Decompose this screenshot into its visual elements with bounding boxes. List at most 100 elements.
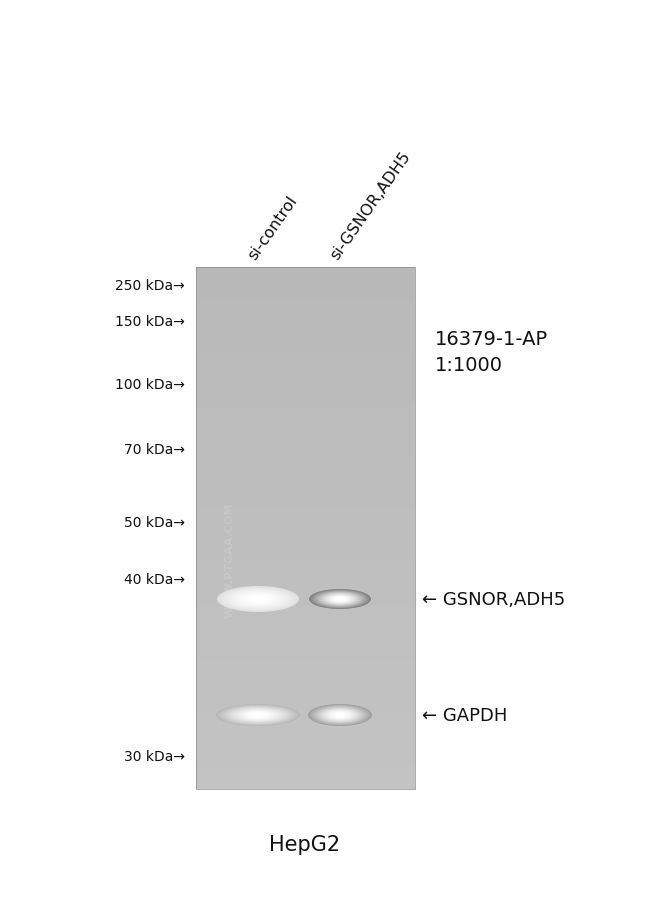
Ellipse shape [308,704,372,726]
Bar [196,776,415,783]
Bar [196,294,415,300]
Bar [196,632,415,640]
Ellipse shape [327,710,353,720]
Ellipse shape [313,591,367,608]
Bar [196,320,415,327]
Bar [196,365,415,373]
Ellipse shape [244,711,272,719]
Bar [196,646,415,653]
Text: 250 kDa→: 250 kDa→ [115,279,185,292]
Bar [196,743,415,750]
Bar [196,613,415,621]
Bar [196,666,415,672]
Ellipse shape [239,710,277,721]
Ellipse shape [334,597,346,602]
Bar [196,437,415,444]
Bar [196,783,415,789]
Text: 70 kDa→: 70 kDa→ [124,443,185,456]
Bar [196,529,415,536]
Ellipse shape [225,706,291,724]
Bar [196,691,415,698]
Bar [196,717,415,724]
Bar [196,587,415,594]
Ellipse shape [246,595,269,603]
Text: 40 kDa→: 40 kDa→ [124,573,185,586]
Bar [196,405,415,411]
Ellipse shape [313,705,368,725]
Bar [196,411,415,419]
Ellipse shape [334,713,346,718]
Bar [196,372,415,379]
Bar [196,456,415,464]
Ellipse shape [318,707,362,723]
Ellipse shape [237,709,279,721]
Ellipse shape [319,593,361,606]
Ellipse shape [323,594,357,605]
Bar [196,502,415,510]
Bar [196,359,415,366]
Text: ← GAPDH: ← GAPDH [422,706,507,724]
Ellipse shape [233,592,283,607]
Bar [196,561,415,568]
Bar [196,391,415,399]
Bar [196,424,415,431]
Ellipse shape [330,595,350,603]
Bar [196,724,415,731]
Ellipse shape [239,593,277,606]
Ellipse shape [223,588,293,611]
Ellipse shape [317,707,363,723]
Bar [196,574,415,581]
Ellipse shape [229,707,287,723]
Bar [196,581,415,587]
Text: 100 kDa→: 100 kDa→ [115,378,185,391]
Bar [196,757,415,764]
Ellipse shape [223,706,293,724]
Bar [196,313,415,320]
Bar [196,274,415,281]
Bar [196,535,415,542]
Bar [196,658,415,666]
Bar [196,483,415,490]
Bar [196,476,415,483]
Bar [196,763,415,770]
Ellipse shape [325,710,355,721]
Ellipse shape [219,705,296,725]
Bar [196,268,415,789]
Ellipse shape [242,711,274,720]
Ellipse shape [309,704,370,726]
Ellipse shape [221,587,295,612]
Ellipse shape [315,591,366,608]
Bar [196,444,415,451]
Bar [196,509,415,516]
Ellipse shape [321,708,359,722]
Ellipse shape [317,592,362,607]
Bar [196,307,415,314]
Bar [196,281,415,288]
Ellipse shape [326,594,354,604]
Ellipse shape [218,704,298,726]
Ellipse shape [235,592,281,607]
Bar [196,418,415,425]
Ellipse shape [324,709,356,721]
Bar [196,548,415,555]
Bar [196,515,415,522]
Ellipse shape [331,712,349,719]
Bar [196,607,415,613]
Ellipse shape [332,596,347,603]
Bar [196,345,415,353]
Ellipse shape [329,595,352,603]
Bar [196,769,415,777]
Text: si-control: si-control [245,193,301,262]
Ellipse shape [319,708,360,723]
Bar [196,594,415,601]
Bar [196,620,415,627]
Ellipse shape [323,709,358,722]
Ellipse shape [250,596,266,603]
Ellipse shape [325,594,356,604]
Bar [196,339,415,346]
Ellipse shape [217,586,299,612]
Bar [196,737,415,744]
Text: 50 kDa→: 50 kDa→ [124,515,185,529]
Bar [196,470,415,477]
Ellipse shape [235,709,281,722]
